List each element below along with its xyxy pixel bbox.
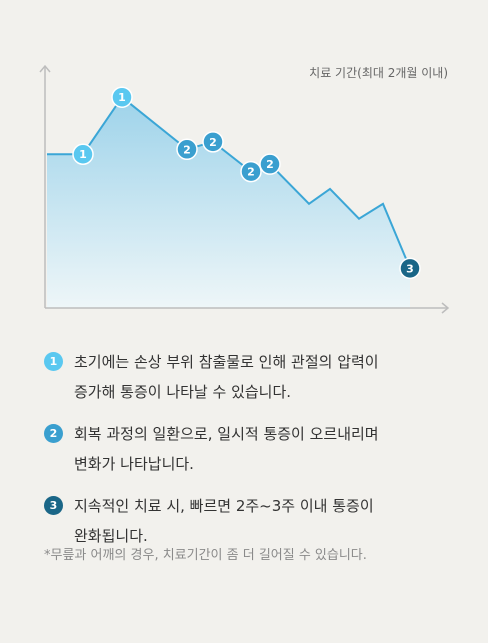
legend-text-1b: 증가해 통증이 나타날 수 있습니다. [74,383,292,401]
marker-circle [176,138,198,161]
legend-text-2a: 회복 과정의 일환으로, 일시적 통증이 오르내리며 [74,425,379,443]
stage-marker-2: 2 [176,138,198,161]
marker-label: 3 [406,262,414,275]
marker-circle [399,257,421,280]
legend-item-1: 1 초기에는 손상 부위 참출물로 인해 관절의 압력이 증가해 통증이 나타날… [44,347,464,407]
y-axis-label: 치료 기간(최대 2개월 이내) [309,66,448,80]
legend-text-3a: 지속적인 치료 시, 빠르면 2주~3주 이내 통증이 [74,497,374,515]
marker-circle [202,131,224,153]
legend-num-2: 2 [44,424,63,443]
marker-label: 1 [118,91,126,104]
stage-marker-1: 1 [72,143,94,165]
marker-label: 2 [183,143,191,156]
x-axis-arrow [441,302,450,314]
legend-item-2: 2 회복 과정의 일환으로, 일시적 통증이 오르내리며 변화가 나타납니다. [44,419,464,479]
marker-label: 1 [79,148,87,161]
area-fill [47,97,410,308]
legend-num-3: 3 [44,496,63,515]
marker-circle [240,160,262,183]
footnote: *무릎과 어깨의 경우, 치료기간이 좀 더 길어질 수 있습니다. [44,548,367,563]
stage-marker-3: 3 [399,257,421,280]
legend-text-1a: 초기에는 손상 부위 참출물로 인해 관절의 압력이 [74,353,379,371]
legend-text-2b: 변화가 나타납니다. [74,455,194,473]
legend: 1 초기에는 손상 부위 참출물로 인해 관절의 압력이 증가해 통증이 나타날… [44,347,464,563]
y-axis-arrow [39,64,51,73]
stage-marker-2: 2 [259,153,281,175]
legend-text-3b: 완화됩니다. [74,527,148,545]
marker-circle [111,86,133,108]
stage-marker-2: 2 [240,160,262,183]
marker-circle [259,153,281,175]
stage-marker-1: 1 [111,86,133,108]
legend-item-3: 3 지속적인 치료 시, 빠르면 2주~3주 이내 통증이 완화됩니다. [44,491,464,551]
stage-marker-2: 2 [202,131,224,153]
marker-label: 2 [247,166,255,179]
marker-circle [72,143,94,165]
marker-label: 2 [209,136,217,149]
legend-num-1: 1 [44,352,63,371]
marker-label: 2 [266,158,274,171]
